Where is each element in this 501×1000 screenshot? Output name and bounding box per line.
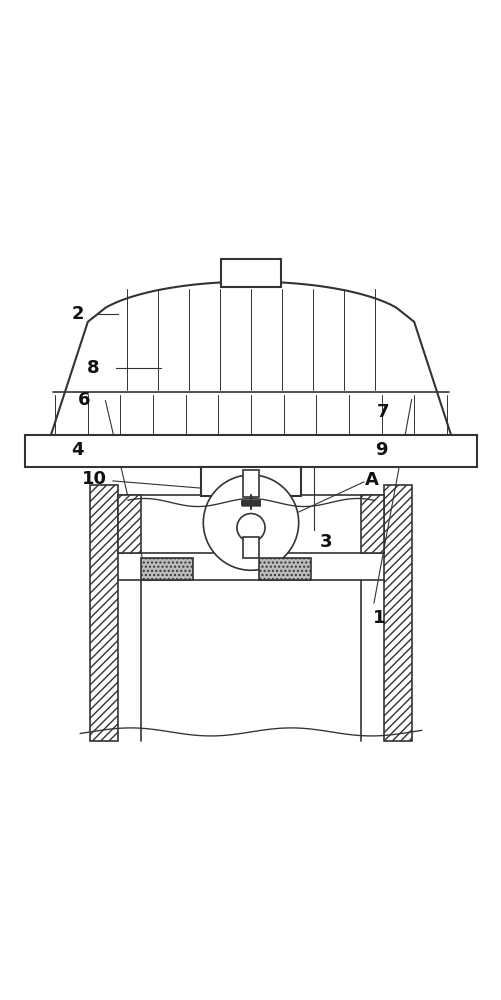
Bar bbox=[25, 435, 476, 467]
Text: 3: 3 bbox=[320, 533, 332, 551]
Bar bbox=[243, 537, 258, 558]
Bar bbox=[220, 259, 281, 287]
Bar bbox=[118, 495, 140, 553]
Bar bbox=[361, 495, 383, 553]
Bar bbox=[140, 558, 193, 580]
Text: 9: 9 bbox=[375, 441, 387, 459]
Bar bbox=[383, 485, 411, 741]
Bar bbox=[200, 467, 301, 496]
Text: A: A bbox=[364, 471, 378, 489]
Text: 8: 8 bbox=[86, 359, 99, 377]
Text: 7: 7 bbox=[376, 403, 388, 421]
Text: 4: 4 bbox=[72, 441, 84, 459]
Text: 1: 1 bbox=[372, 609, 384, 627]
Text: 10: 10 bbox=[82, 470, 107, 488]
Circle shape bbox=[236, 514, 265, 542]
Bar bbox=[90, 485, 118, 741]
Bar bbox=[258, 558, 311, 580]
Circle shape bbox=[203, 475, 298, 570]
Bar bbox=[243, 470, 258, 497]
Text: 6: 6 bbox=[78, 391, 90, 409]
Text: 2: 2 bbox=[72, 305, 84, 323]
